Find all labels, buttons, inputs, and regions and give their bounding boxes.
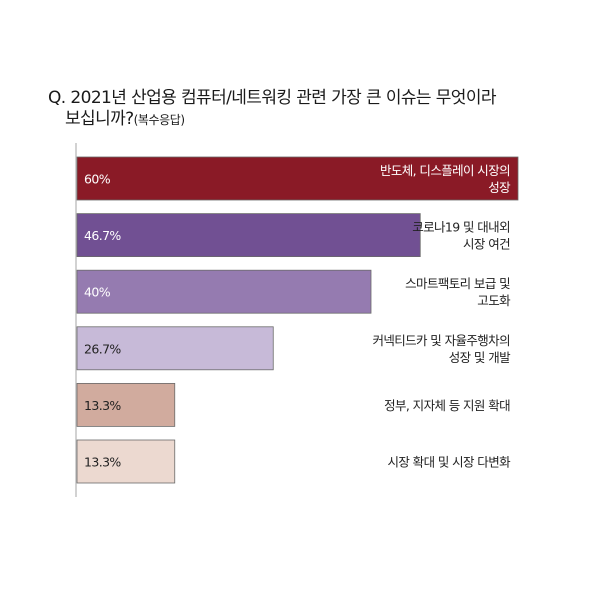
category-label: 시장 확대 및 시장 다변화 bbox=[388, 455, 512, 470]
category-label: 시장 여건 bbox=[463, 237, 510, 252]
category-label: 정부, 지자체 등 지원 확대 bbox=[384, 398, 510, 413]
question-line-2: 보십니까?(복수응답) bbox=[48, 109, 568, 131]
bar bbox=[76, 382, 176, 427]
category-label: 코로나19 및 대내외 bbox=[412, 220, 510, 235]
bar bbox=[76, 213, 421, 258]
bar bbox=[76, 269, 372, 314]
value-label: 13.3% bbox=[84, 455, 121, 470]
value-label: 46.7% bbox=[84, 228, 121, 243]
category-label: 스마트팩토리 보급 및 bbox=[405, 276, 510, 291]
value-label: 26.7% bbox=[84, 341, 121, 356]
bar bbox=[76, 156, 519, 201]
category-label: 커넥티드카 및 자율주행차의 bbox=[372, 333, 510, 348]
category-label: 고도화 bbox=[477, 293, 511, 308]
category-label: 성장 bbox=[488, 180, 511, 195]
bar bbox=[76, 439, 176, 484]
value-label: 60% bbox=[84, 172, 111, 187]
value-label: 13.3% bbox=[84, 398, 121, 413]
category-label: 성장 및 개발 bbox=[449, 350, 511, 365]
question-line-2-text: 보십니까? bbox=[65, 109, 134, 129]
category-label: 반도체, 디스플레이 시장의 bbox=[380, 163, 510, 178]
question-line-1: Q. 2021년 산업용 컴퓨터/네트워킹 관련 가장 큰 이슈는 무엇이라 bbox=[48, 88, 497, 108]
chart-question: Q. 2021년 산업용 컴퓨터/네트워킹 관련 가장 큰 이슈는 무엇이라 보… bbox=[48, 88, 568, 131]
value-label: 40% bbox=[84, 285, 111, 300]
bar bbox=[76, 326, 274, 371]
question-note: (복수응답) bbox=[133, 113, 186, 127]
